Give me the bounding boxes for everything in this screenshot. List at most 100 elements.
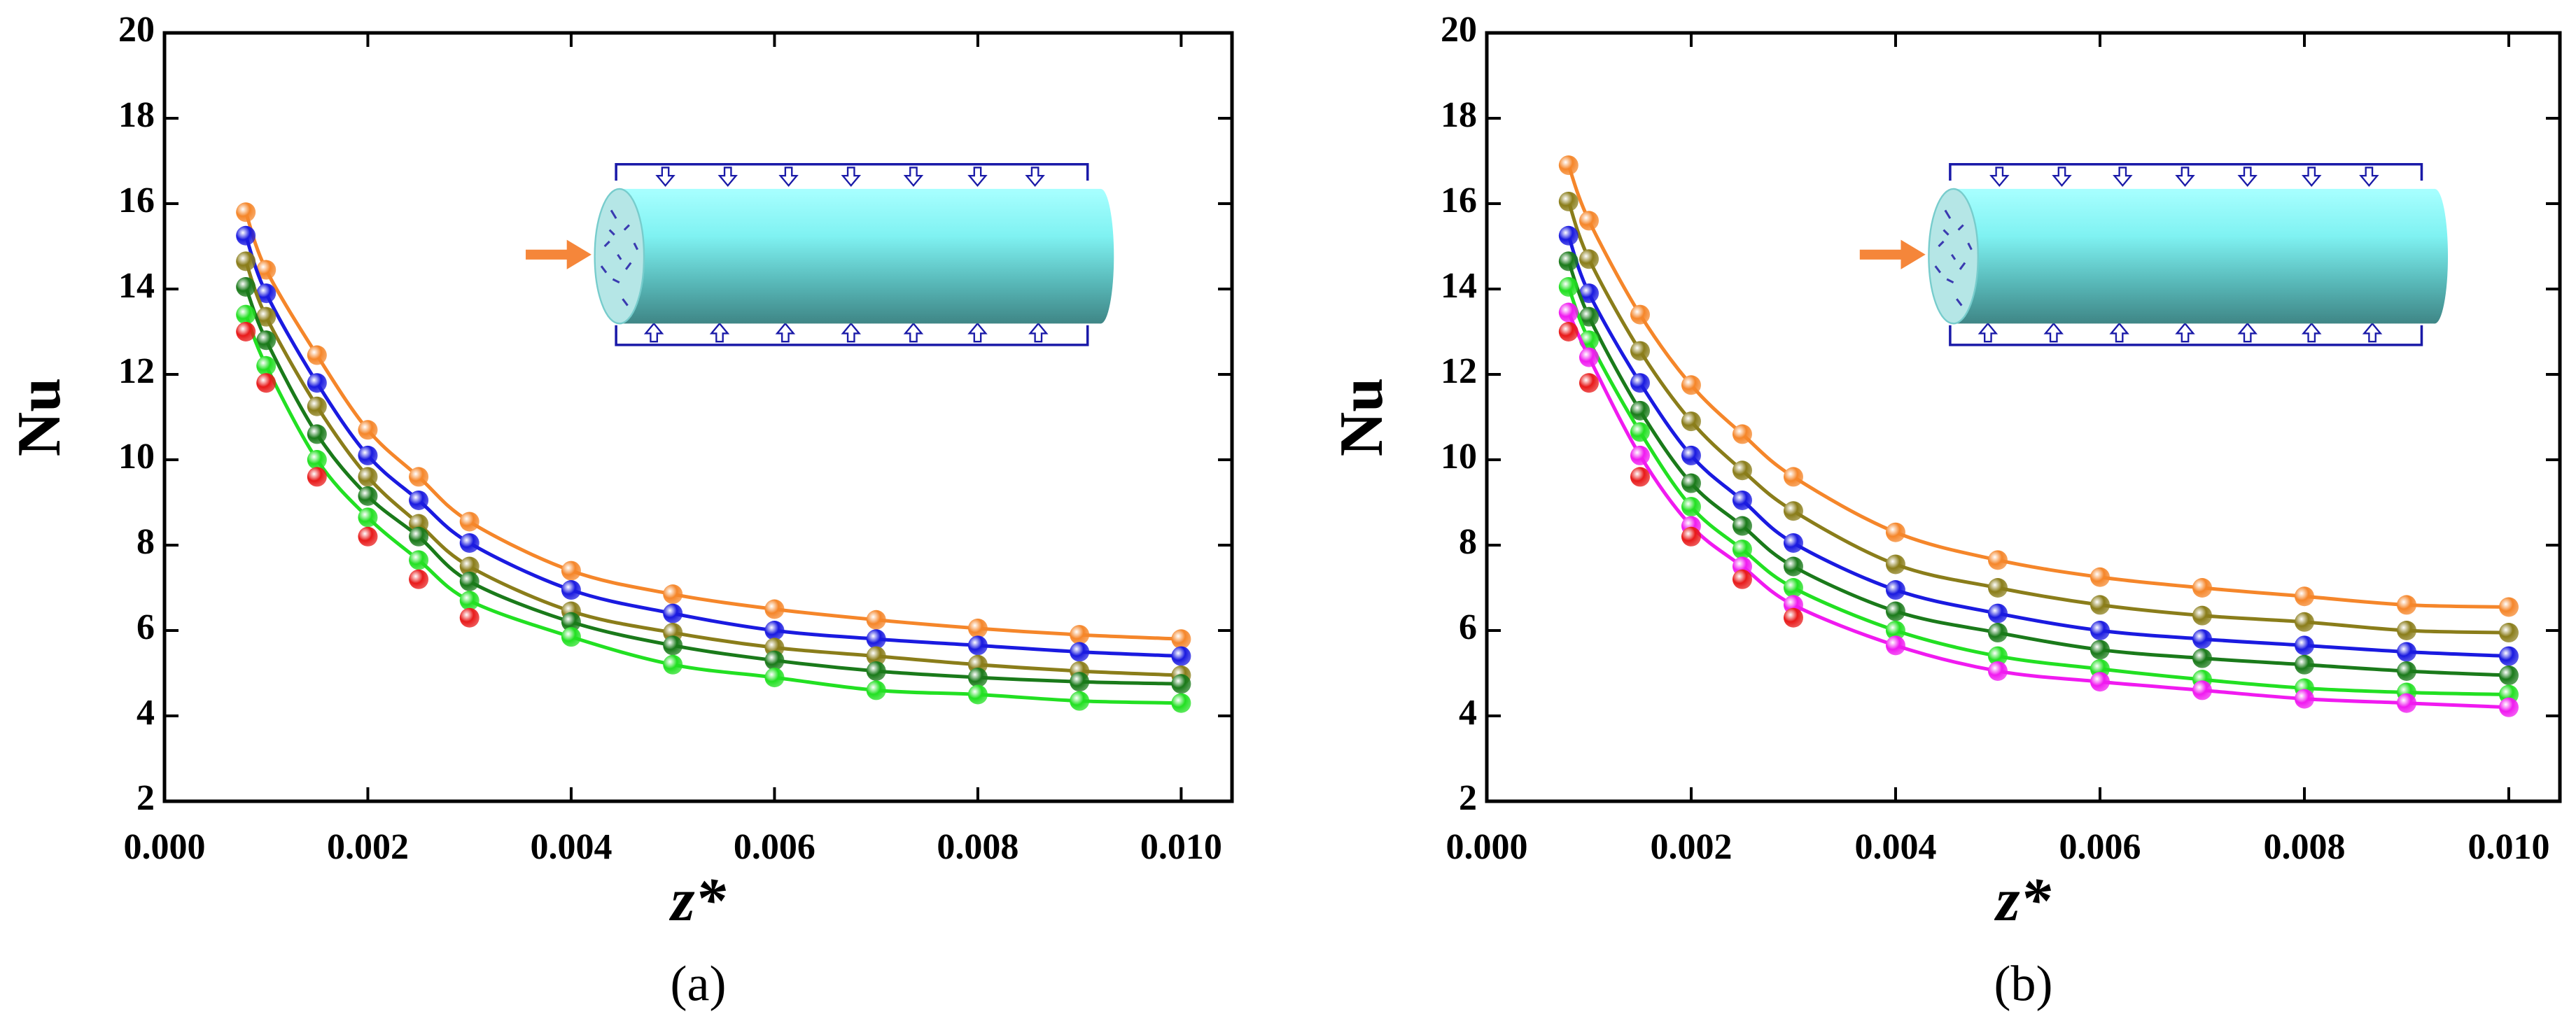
data-point <box>1681 526 1701 547</box>
heat-arrow <box>2301 322 2322 343</box>
data-point <box>236 322 256 342</box>
particle <box>1956 298 1963 307</box>
heat-arrow <box>841 167 861 188</box>
y-tick-label: 18 <box>118 95 155 135</box>
flow-arrow <box>526 239 592 269</box>
data-point <box>409 526 429 547</box>
data-point <box>2090 621 2110 640</box>
y-tick-label: 14 <box>118 266 155 306</box>
x-tick-label: 0.000 <box>1446 827 1528 867</box>
heat-arrow <box>2301 167 2322 188</box>
data-point <box>1070 672 1090 692</box>
cylinder-end <box>1087 188 1114 324</box>
data-point <box>1558 191 1578 211</box>
x-tick-label: 0.006 <box>734 827 816 867</box>
data-point <box>2090 567 2110 587</box>
y-tick-label: 12 <box>1441 351 1477 391</box>
data-point <box>236 276 256 297</box>
data-point <box>663 654 683 675</box>
data-point <box>358 486 378 506</box>
data-point <box>1579 283 1599 304</box>
heat-arrow <box>2237 167 2258 188</box>
data-point <box>663 584 683 605</box>
data-point <box>561 627 581 647</box>
x-axis-label: z* <box>668 866 726 934</box>
data-point <box>2090 595 2110 615</box>
heat-arrow <box>2052 167 2072 188</box>
heat-arrow <box>775 322 796 343</box>
heat-arrow <box>718 167 738 188</box>
data-point <box>1784 607 1803 628</box>
fit-line <box>244 286 1182 686</box>
particle <box>1950 253 1956 260</box>
heat-arrow <box>2043 322 2064 343</box>
particle <box>1938 240 1945 248</box>
particle <box>623 224 630 231</box>
particle <box>612 278 620 284</box>
particle <box>624 262 632 270</box>
heat-arrow <box>903 167 924 188</box>
data-point <box>2295 654 2314 675</box>
data-point <box>1732 516 1752 536</box>
data-point <box>1784 556 1803 577</box>
data-point <box>1681 497 1701 517</box>
data-point <box>1988 623 2008 643</box>
data-point <box>1681 375 1701 395</box>
data-point <box>1886 635 1905 656</box>
data-point <box>236 202 256 223</box>
data-point <box>236 225 256 246</box>
data-point <box>307 373 327 393</box>
data-point <box>1630 422 1650 442</box>
y-tick-label: 20 <box>118 10 155 50</box>
data-point <box>1886 601 1905 621</box>
data-point <box>307 424 327 444</box>
data-point <box>358 467 378 487</box>
data-point <box>1579 373 1599 393</box>
inset-diagram <box>526 162 1114 346</box>
data-point <box>967 684 988 705</box>
y-tick-label: 4 <box>1459 693 1477 733</box>
x-tick-label: 0.008 <box>2264 827 2346 867</box>
data-point <box>2192 648 2212 668</box>
data-point <box>2295 635 2314 656</box>
data-point <box>358 526 378 547</box>
data-point <box>1630 467 1650 487</box>
data-point <box>1171 646 1191 666</box>
data-point <box>1784 501 1803 521</box>
heat-arrow <box>2362 322 2383 343</box>
data-point <box>764 650 785 670</box>
cylinder-end <box>2421 188 2449 324</box>
data-point <box>2397 621 2416 640</box>
data-point <box>307 345 327 365</box>
data-point <box>409 550 429 570</box>
data-point <box>2295 689 2314 709</box>
y-tick-label: 8 <box>1459 522 1477 562</box>
data-point <box>1630 445 1650 465</box>
flow-arrow <box>1859 239 1926 269</box>
data-point <box>256 373 276 393</box>
x-tick-label: 0.004 <box>530 827 612 867</box>
particle <box>610 209 617 219</box>
data-point <box>764 599 785 619</box>
data-point <box>1171 629 1191 649</box>
y-tick-label: 6 <box>136 607 155 647</box>
data-point <box>561 612 581 632</box>
data-point <box>1732 540 1752 560</box>
data-point <box>409 569 429 589</box>
data-point <box>1681 445 1701 465</box>
data-point <box>2192 605 2212 626</box>
heat-arrow <box>1028 322 1049 343</box>
data-point <box>1732 460 1752 481</box>
data-point <box>2192 680 2212 700</box>
particle <box>622 298 629 307</box>
data-point <box>409 467 429 487</box>
x-tick-label: 0.000 <box>124 827 206 867</box>
data-point <box>1784 578 1803 598</box>
heat-arrow <box>1989 167 2010 188</box>
data-point <box>2397 642 2416 662</box>
y-tick-label: 20 <box>1441 10 1477 50</box>
data-point <box>256 330 276 351</box>
data-point <box>1732 569 1752 589</box>
data-point <box>1070 642 1090 662</box>
